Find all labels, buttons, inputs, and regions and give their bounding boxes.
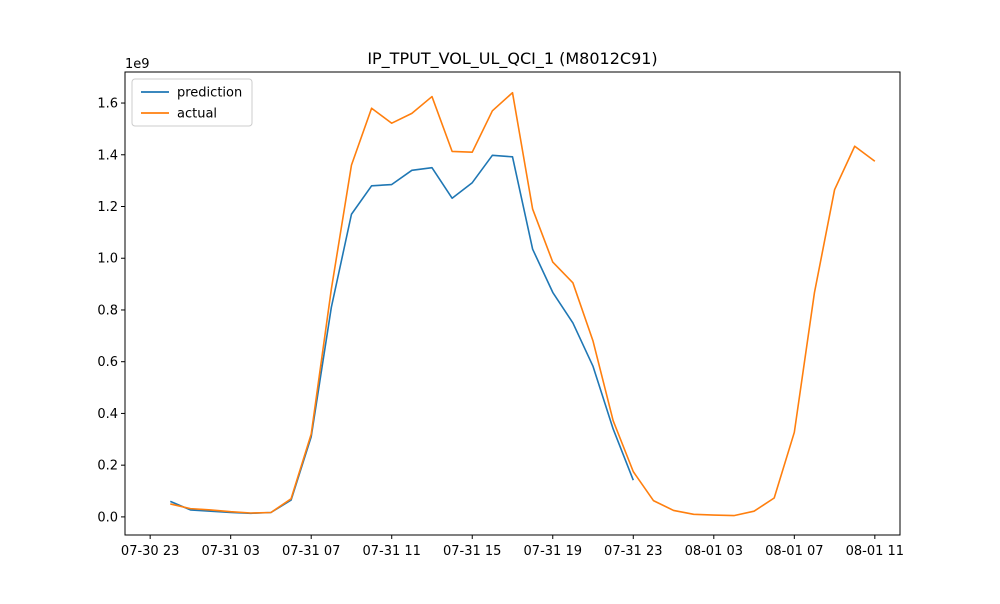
x-tick-label: 07-31 07 <box>282 544 340 559</box>
legend-label-prediction: prediction <box>177 86 242 101</box>
axes-layer: 0.0 0.2 0.4 0.6 0.8 1.0 1.2 1.4 1.6 07-30 23 07-31… <box>97 71 904 559</box>
x-tick-label: 08-01 07 <box>765 544 823 559</box>
x-tick-label: 08-01 11 <box>846 544 904 559</box>
x-tick-label: 07-31 03 <box>201 544 259 559</box>
x-tick-label: 07-31 11 <box>362 544 420 559</box>
plot-frame <box>124 71 901 536</box>
y-tick-label: 0.4 <box>97 407 118 422</box>
y-tick-label: 0.8 <box>97 303 118 318</box>
y-tick-label: 1.4 <box>97 148 118 163</box>
series-line-actual <box>170 91 876 517</box>
y-tick-label: 0.0 <box>97 510 118 525</box>
legend-label-actual: actual <box>177 107 217 122</box>
y-tick-label: 1.0 <box>97 252 118 267</box>
x-tick-label: 07-31 19 <box>524 544 582 559</box>
series-layer <box>169 91 876 517</box>
y-tick-label: 1.2 <box>97 200 118 215</box>
x-tick-label: 08-01 03 <box>685 544 743 559</box>
legend-box <box>131 78 253 127</box>
y-tick-label: 1.6 <box>97 97 118 112</box>
chart-title: IP_TPUT_VOL_UL_QCI_1 (M8012C91) <box>367 49 657 69</box>
y-axis-offset-label: 1e9 <box>125 57 150 72</box>
y-tick-label: 0.2 <box>97 459 118 474</box>
x-tick-label: 07-31 15 <box>443 544 501 559</box>
x-tick-label: 07-30 23 <box>121 544 179 559</box>
legend: prediction actual <box>131 78 253 127</box>
y-tick-label: 0.6 <box>97 355 118 370</box>
x-tick-label: 07-31 23 <box>604 544 662 559</box>
